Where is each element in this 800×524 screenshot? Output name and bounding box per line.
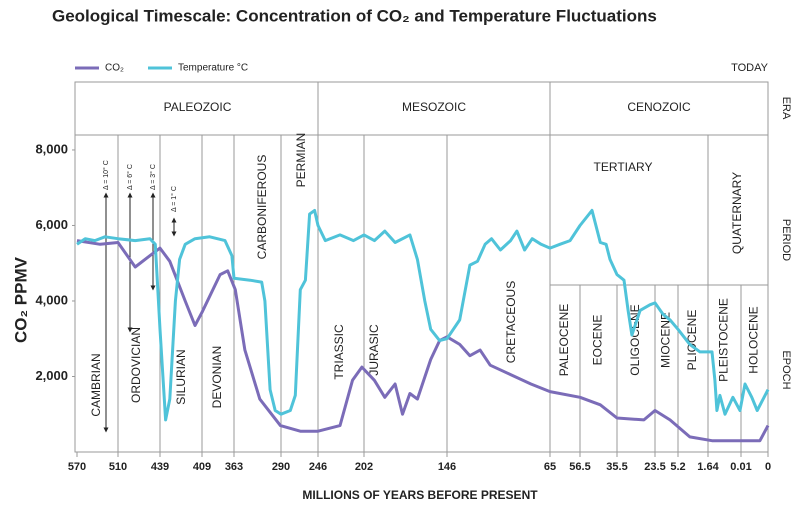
period-label: ORDOVICIAN xyxy=(129,327,143,403)
x-tick-label: 146 xyxy=(438,461,456,473)
period-label: JURASIC xyxy=(367,324,381,376)
era-label: PALEOZOIC xyxy=(164,100,232,114)
epoch-label: MIOCENE xyxy=(659,312,673,368)
epoch-label: EOCENE xyxy=(591,315,605,366)
y-tick-label: 6,000 xyxy=(35,217,68,232)
period-label: PERMIAN xyxy=(294,133,308,188)
x-axis-title: MILLIONS OF YEARS BEFORE PRESENT xyxy=(302,488,538,502)
legend-label: CO₂ xyxy=(105,63,124,74)
x-tick-label: 65 xyxy=(544,461,556,473)
row-label: EPOCH xyxy=(780,350,792,389)
era-label: MESOZOIC xyxy=(402,100,466,114)
delta-label: Δ = 10° C xyxy=(102,160,110,190)
x-tick-label: 246 xyxy=(309,461,327,473)
epoch-label: HOLOCENE xyxy=(747,306,761,373)
x-tick-label: 510 xyxy=(109,461,127,473)
today-label: TODAY xyxy=(731,62,769,74)
x-tick-label: 1.64 xyxy=(697,461,719,473)
x-tick-label: 409 xyxy=(193,461,211,473)
delta-label: Δ = 1° C xyxy=(170,186,178,212)
y-tick-label: 2,000 xyxy=(35,368,68,383)
x-tick-label: 35.5 xyxy=(606,461,627,473)
x-tick-label: 202 xyxy=(355,461,373,473)
row-label: PERIOD xyxy=(780,219,792,261)
x-tick-label: 439 xyxy=(151,461,169,473)
delta-label: Δ = 3° C xyxy=(149,164,157,190)
period-label: DEVONIAN xyxy=(210,346,224,409)
period-label: CRETACEOUS xyxy=(504,281,518,363)
y-tick-label: 4,000 xyxy=(35,292,68,307)
x-tick-label: 23.5 xyxy=(644,461,665,473)
x-tick-label: 56.5 xyxy=(569,461,590,473)
x-tick-label: 363 xyxy=(225,461,243,473)
x-tick-label: 290 xyxy=(272,461,290,473)
period-label: QUATERNARY xyxy=(730,172,744,254)
era-label: CENOZOIC xyxy=(627,100,691,114)
y-axis-title: CO₂ PPMV xyxy=(11,256,30,343)
chart-title: Geological Timescale: Concentration of C… xyxy=(52,6,657,25)
legend-label: Temperature °C xyxy=(178,63,248,74)
series-line xyxy=(76,208,770,422)
epoch-label: OLIGOCENE xyxy=(628,304,642,375)
row-label: ERA xyxy=(780,97,792,120)
epoch-label: PLIOCENE xyxy=(685,310,699,371)
plot-frame xyxy=(74,81,769,453)
period-label: TERTIARY xyxy=(594,160,653,174)
period-label: CARBONIFEROUS xyxy=(255,155,269,260)
x-tick-label: 570 xyxy=(68,461,86,473)
x-tick-label: 5.2 xyxy=(670,461,685,473)
delta-label: Δ = 6° C xyxy=(126,164,134,190)
x-tick-label: 0 xyxy=(765,461,771,473)
period-label: CAMBRIAN xyxy=(89,353,103,416)
epoch-label: PALEOCENE xyxy=(557,304,571,376)
epoch-label: PLEISTOCENE xyxy=(717,298,731,382)
x-tick-label: 0.01 xyxy=(730,461,751,473)
series-line xyxy=(76,239,770,443)
period-label: TRIASSIC xyxy=(332,324,346,380)
y-tick-label: 8,000 xyxy=(35,141,68,156)
period-label: SILURIAN xyxy=(174,349,188,404)
